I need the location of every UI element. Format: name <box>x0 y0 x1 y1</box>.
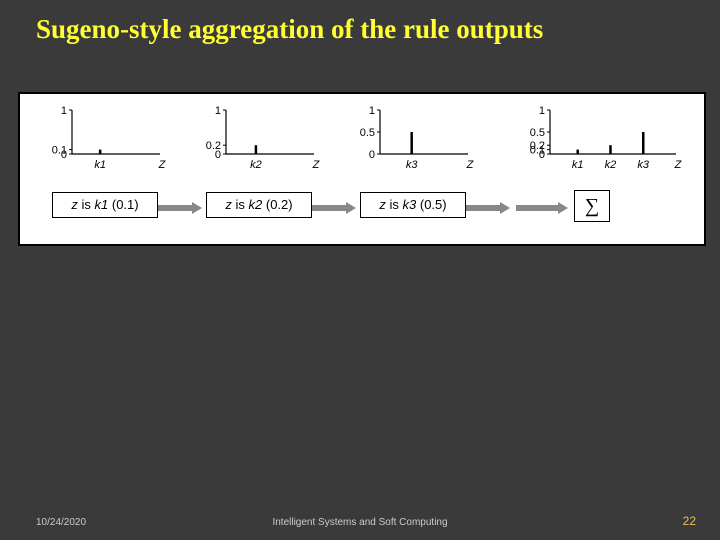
svg-text:0: 0 <box>215 149 221 161</box>
chart-4: 10.50.20.10k1k2k3Z <box>520 104 688 164</box>
svg-text:0.5: 0.5 <box>530 127 545 139</box>
charts-row: 10.10k1Z10.20k2Z10.50k3Z10.50.20.10k1k2k… <box>20 104 704 180</box>
svg-text:1: 1 <box>539 105 545 117</box>
arrow-2 <box>312 202 356 212</box>
svg-text:Z: Z <box>158 159 167 171</box>
chart-1: 10.10k1Z <box>42 104 172 164</box>
svg-text:k1: k1 <box>94 159 106 171</box>
slide: Sugeno-style aggregation of the rule out… <box>0 0 720 540</box>
slide-title: Sugeno-style aggregation of the rule out… <box>36 14 543 45</box>
annotation-box-3: z is k3 (0.5) <box>360 192 466 218</box>
svg-text:1: 1 <box>61 105 67 117</box>
svg-text:0: 0 <box>539 149 545 161</box>
svg-text:Z: Z <box>466 159 475 171</box>
svg-text:k2: k2 <box>605 159 617 171</box>
chart-3: 10.50k3Z <box>350 104 480 164</box>
footer-page-number: 22 <box>683 514 696 528</box>
sum-box: ∑ <box>574 190 610 222</box>
svg-text:k3: k3 <box>406 159 419 171</box>
svg-text:k3: k3 <box>637 159 650 171</box>
svg-text:0.5: 0.5 <box>360 127 375 139</box>
annotation-box-2: z is k2 (0.2) <box>206 192 312 218</box>
annotation-box-1: z is k1 (0.1) <box>52 192 158 218</box>
annotations-row: z is k1 (0.1) z is k2 (0.2) z is k3 (0.5) ∑ <box>20 192 704 230</box>
figure-container: 10.10k1Z10.20k2Z10.50k3Z10.50.20.10k1k2k… <box>18 92 706 246</box>
svg-text:Z: Z <box>674 159 683 171</box>
svg-text:1: 1 <box>215 105 221 117</box>
chart-2: 10.20k2Z <box>196 104 326 164</box>
svg-text:k1: k1 <box>572 159 584 171</box>
arrow-1 <box>158 202 202 212</box>
arrow-3 <box>466 202 510 212</box>
svg-text:0: 0 <box>61 149 67 161</box>
svg-text:1: 1 <box>369 105 375 117</box>
svg-text:Z: Z <box>312 159 321 171</box>
svg-text:k2: k2 <box>250 159 262 171</box>
arrow-4 <box>516 202 568 212</box>
svg-text:0: 0 <box>369 149 375 161</box>
footer-center: Intelligent Systems and Soft Computing <box>0 517 720 528</box>
